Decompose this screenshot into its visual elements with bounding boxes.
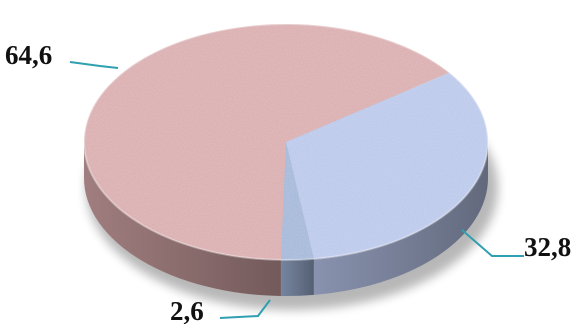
pie-side-shade-1 — [313, 142, 488, 295]
pie-side-shade-2 — [280, 258, 314, 296]
leader-line-1 — [461, 229, 524, 257]
leader-line-2 — [219, 299, 271, 319]
pie-slice-1 — [286, 72, 489, 259]
slice-label-2: 2,6 — [170, 296, 204, 324]
slice-label-1: 32,8 — [524, 232, 571, 262]
slice-label-0: 64,6 — [5, 40, 52, 70]
pie-side-shade-0 — [84, 142, 281, 296]
leader-line-0 — [69, 61, 119, 69]
pie-slice-0 — [84, 23, 450, 260]
pie-rim — [83, 23, 489, 261]
pie-slice-2 — [280, 142, 314, 260]
